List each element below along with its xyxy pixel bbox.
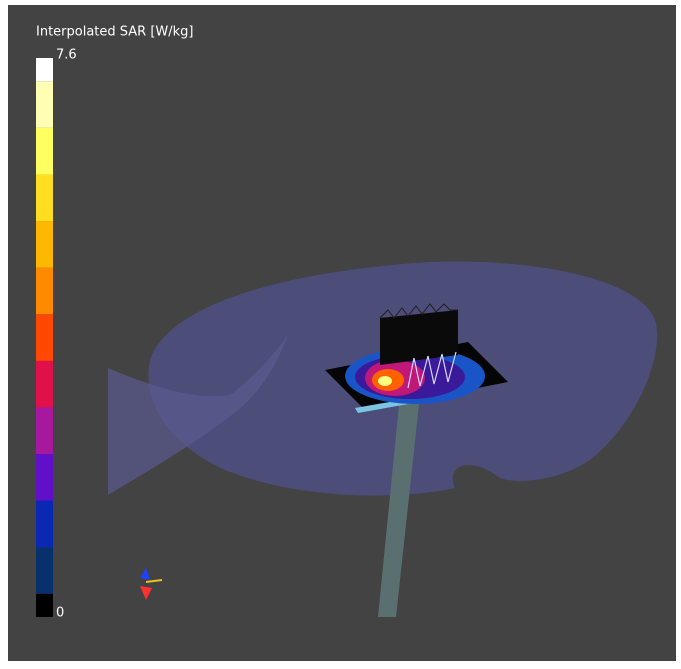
colorbar-segment — [36, 407, 53, 454]
fins — [380, 310, 458, 365]
fin-wires — [407, 351, 457, 389]
colorbar-segment — [36, 267, 53, 315]
colorbar-max-label: 7.6 — [56, 48, 77, 63]
colorbar-title: Interpolated SAR [W/kg] — [36, 25, 194, 40]
colorbar-segment — [36, 593, 53, 617]
colorbar-segment — [36, 453, 53, 501]
axes-gizmo — [140, 568, 163, 600]
colorbar-segment — [36, 221, 53, 268]
colorbar: Interpolated SAR [W/kg] 7.6 0 — [36, 25, 194, 621]
colorbar-segment — [36, 314, 53, 361]
colorbar-segment — [36, 58, 53, 82]
sar-area — [378, 376, 392, 386]
stand — [378, 395, 420, 617]
colorbar-segment — [36, 547, 53, 594]
horn — [108, 335, 288, 495]
colorbar-segment — [36, 500, 53, 548]
colorbar-segment — [36, 360, 53, 408]
fins-edge — [379, 303, 458, 319]
colorbar-segment — [36, 127, 53, 175]
colorbar-min-label: 0 — [56, 606, 64, 621]
colorbar-segment — [36, 174, 53, 222]
colorbar-segment — [36, 81, 53, 128]
